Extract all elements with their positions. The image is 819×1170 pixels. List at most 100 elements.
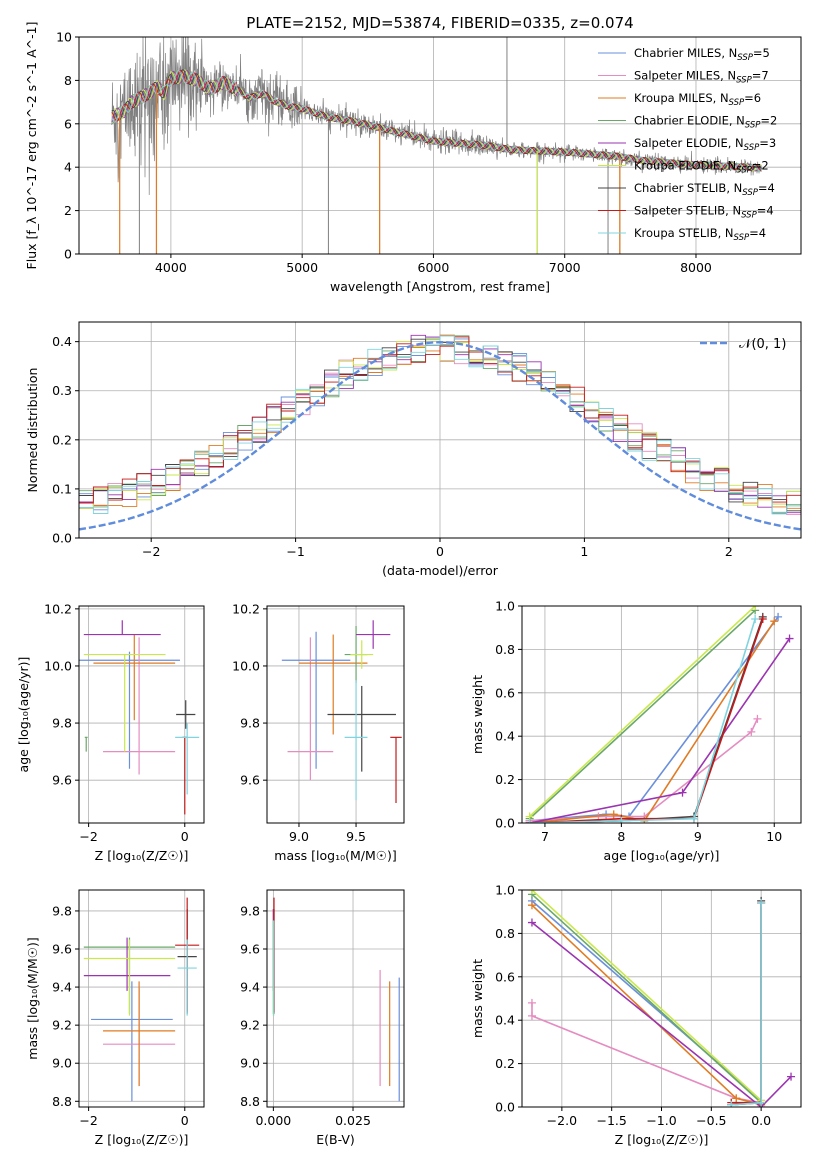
- mass-z-y-tick-label: 8.8: [52, 1094, 72, 1109]
- age-z-y-tick-label: 10.0: [44, 658, 72, 673]
- weight-age-marker-salpeter-stelib: [758, 615, 767, 624]
- mass-ebv-x-tick-label: 0.025: [335, 1113, 371, 1128]
- mass-z-y-tick-label: 9.2: [52, 1018, 72, 1033]
- weight-age-y-label: mass weight: [470, 675, 485, 754]
- weight-z-y-tick-label: 0.0: [495, 1100, 515, 1115]
- spectrum-x-tick-label: 4000: [155, 260, 187, 275]
- spectrum-y-tick-label: 6: [64, 116, 72, 131]
- mass-ebv-y-tick-label: 9.6: [240, 942, 260, 957]
- weight-age-line-chabrier-elodie: [529, 609, 756, 820]
- legend-entry: Kroupa STELIB, NSSP=4: [634, 226, 766, 243]
- age-mass-y-tick-label: 10.0: [232, 658, 260, 673]
- mass-ebv-y-tick-label: 9.4: [240, 980, 260, 995]
- age-mass-point-chabrier-miles: [281, 631, 351, 769]
- weight-age-marker-kroupa-miles: [609, 810, 618, 819]
- spectrum-x-tick-label: 5000: [286, 260, 318, 275]
- spectrum-border: [78, 36, 802, 255]
- weight-age-frame: 7 8 9 10 0.0 0.2 0.4 0.6 0.8 1.0 age [log₁₀(age/yr…: [470, 599, 802, 863]
- histogram-frame: −2 −1 0 1 2 0.0 0.1 0.2 0.3 0.4 (data-model)/error…: [25, 321, 802, 578]
- age-mass-point-kroupa-stelib: [344, 680, 368, 801]
- weight-age-marker-kroupa-miles: [770, 617, 779, 626]
- mass-z-point-kroupa-elodie: [83, 939, 176, 1016]
- histogram-x-label: (data-model)/error: [382, 563, 499, 578]
- age-z-x-tick-label: −2: [79, 829, 97, 844]
- histogram-y-tick-label: 0.4: [52, 334, 72, 349]
- mass-ebv-x-tick-label: 0.000: [255, 1113, 291, 1128]
- age-mass-frame: 9.0 9.5 9.6 9.8 10.0 10.2 mass [log₁₀(M/M☉)]: [232, 601, 405, 863]
- mass-z-point-kroupa-stelib: [177, 939, 197, 1016]
- mass-z-point-salpeter-elodie: [83, 937, 171, 991]
- weight-z-marker-kroupa-miles: [732, 1094, 741, 1103]
- normal-curve: [79, 340, 801, 531]
- age-mass-y-tick-label: 9.8: [240, 716, 260, 731]
- spectrum-y-tick-label: 4: [64, 160, 72, 175]
- histogram-x-tick-label: −1: [286, 544, 304, 559]
- weight-z-x-tick-label: −1.0: [646, 1113, 676, 1128]
- weight-z-line-salpeter-elodie: [531, 921, 792, 1107]
- spectrum-x-label: wavelength [Angstrom, rest frame]: [330, 279, 550, 294]
- mass-ebv-y-tick-label: 9.8: [240, 903, 260, 918]
- weight-z-y-tick-label: 0.6: [495, 969, 515, 984]
- weight-age-plot-area: [525, 606, 794, 823]
- normal-legend-label: 𝒩(0, 1): [739, 337, 786, 352]
- weight-age-marker-chabrier-miles: [774, 612, 783, 621]
- mass-z-y-tick-label: 9.4: [52, 980, 72, 995]
- weight-z-line-chabrier-elodie: [531, 893, 762, 1104]
- weight-age-marker-salpeter-miles: [747, 727, 756, 736]
- weight-age-y-tick-label: 0.2: [495, 772, 515, 787]
- weight-z-marker-kroupa-stelib: [727, 1100, 736, 1107]
- age-z-point-chabrier-stelib: [176, 700, 196, 729]
- legend-entry: Chabrier STELIB, NSSP=4: [634, 181, 775, 198]
- spectrum-plot-area: [111, 37, 762, 254]
- age-z-point-salpeter-miles: [103, 637, 176, 775]
- weight-z-plot-area: [527, 890, 796, 1107]
- weight-z-x-tick-label: 0.0: [751, 1113, 771, 1128]
- age-mass-point-kroupa-elodie: [350, 640, 374, 669]
- legend-entry: Chabrier ELODIE, NSSP=2: [634, 114, 777, 131]
- mass-ebv-plot-area: [272, 897, 400, 1102]
- mass-z-y-tick-label: 9.0: [52, 1056, 72, 1071]
- spectrum-y-tick-label: 8: [64, 73, 72, 88]
- histogram-y-label: Normed distribution: [25, 368, 40, 493]
- weight-age-marker-kroupa-elodie: [751, 606, 760, 610]
- model-spectrum-kroupa-stelib: [111, 70, 762, 172]
- weight-age-line-salpeter-elodie: [529, 638, 791, 823]
- mass-z-border: [78, 889, 205, 1108]
- spectrum-x-tick-label: 7000: [549, 260, 581, 275]
- histogram-x-tick-label: −2: [142, 544, 160, 559]
- mass-ebv-y-tick-label: 9.2: [240, 1018, 260, 1033]
- age-z-point-kroupa-miles: [93, 634, 176, 721]
- weight-age-axes: [522, 605, 801, 824]
- age-mass-x-tick-label: 9.0: [289, 829, 309, 844]
- age-z-point-chabrier-miles: [79, 651, 180, 769]
- mass-z-x-tick-label: −2: [79, 1113, 97, 1128]
- age-z-point-kroupa-elodie: [83, 653, 166, 752]
- age-z-x-label: Z [log₁₀(Z/Z☉)]: [95, 848, 189, 863]
- weight-z-marker-salpeter-elodie: [527, 918, 536, 927]
- weight-z-marker-kroupa-miles: [527, 901, 536, 910]
- weight-age-y-tick-label: 1.0: [495, 599, 515, 614]
- weight-age-x-label: age [log₁₀(age/yr)]: [604, 848, 720, 863]
- histogram-y-tick-label: 0.3: [52, 383, 72, 398]
- weight-z-marker-kroupa-stelib: [757, 1098, 766, 1107]
- age-z-point-chabrier-elodie: [84, 736, 88, 752]
- mass-z-axes: [79, 890, 204, 1107]
- weight-age-y-tick-label: 0.0: [495, 816, 515, 831]
- histogram-y-tick-label: 0.1: [52, 481, 72, 496]
- mass-z-y-tick-label: 9.8: [52, 903, 72, 918]
- weight-age-line-kroupa-stelib: [529, 618, 756, 823]
- age-mass-point-salpeter-miles: [287, 637, 334, 781]
- histogram-x-tick-label: 0: [436, 544, 444, 559]
- histogram-y-tick-label: 0.0: [52, 531, 72, 546]
- weight-age-marker-kroupa-stelib: [689, 814, 698, 823]
- weight-z-line-kroupa-elodie: [531, 890, 762, 1102]
- age-z-border: [78, 605, 205, 824]
- age-mass-point-salpeter-stelib: [390, 736, 402, 804]
- weight-z-x-tick-label: −2.0: [547, 1113, 577, 1128]
- age-mass-point-kroupa-miles: [298, 634, 368, 735]
- age-z-y-label: age [log₁₀(age/yr)]: [16, 657, 31, 773]
- weight-z-y-tick-label: 0.8: [495, 926, 515, 941]
- age-z-point-salpeter-stelib: [182, 736, 188, 815]
- weight-age-y-tick-label: 0.8: [495, 642, 515, 657]
